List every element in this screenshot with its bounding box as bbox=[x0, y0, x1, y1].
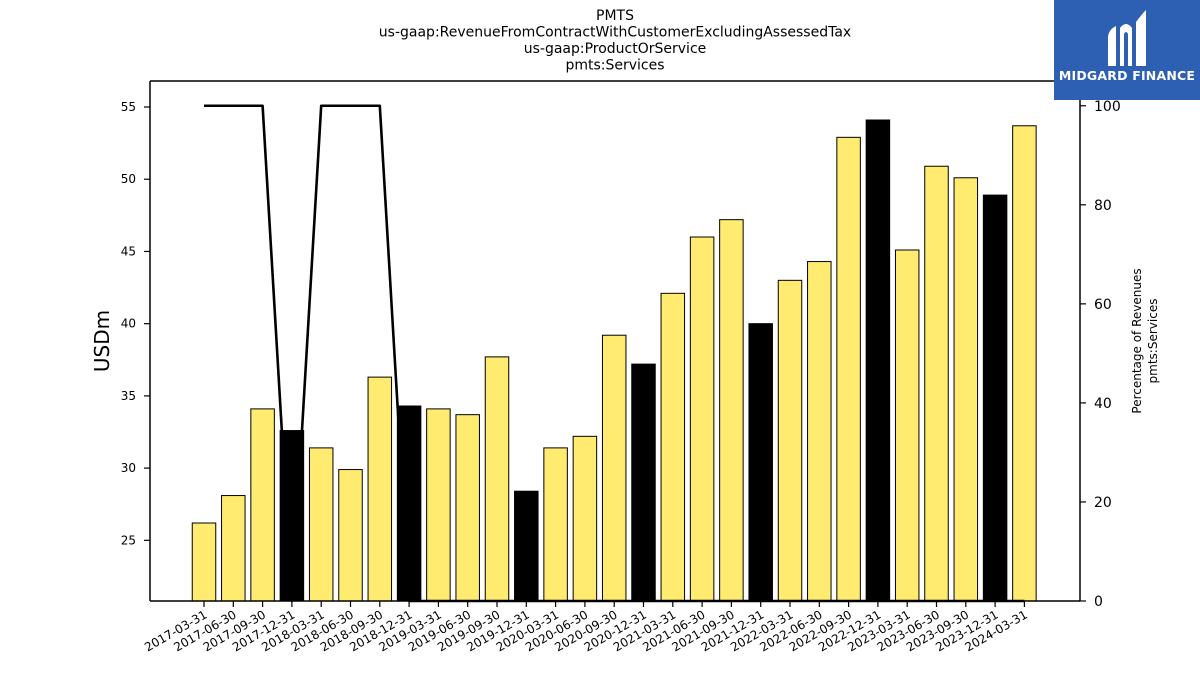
y2-tick-label: 20 bbox=[1094, 495, 1112, 511]
bar bbox=[807, 261, 832, 602]
bar bbox=[777, 279, 803, 602]
title-line: pmts:Services bbox=[565, 58, 664, 74]
left-axis-ticks: 25 30 35 40 45 50 55 bbox=[121, 100, 150, 547]
bar bbox=[660, 292, 686, 602]
right-axis-ticks: 0 20 40 60 80 100 bbox=[1080, 99, 1121, 610]
x-axis-ticks: 2017-03-312017-06-302017-09-302017-12-31… bbox=[142, 601, 1030, 654]
bar bbox=[982, 194, 1008, 602]
y2-tick-label: 0 bbox=[1094, 594, 1103, 610]
bar bbox=[191, 522, 217, 602]
bar-series bbox=[191, 119, 1037, 602]
bar bbox=[748, 323, 773, 602]
bar bbox=[865, 119, 891, 602]
chart-title: PMTSus-gaap:RevenueFromContractWithCusto… bbox=[379, 8, 851, 74]
bar bbox=[426, 408, 451, 602]
y-tick-label: 35 bbox=[121, 389, 136, 403]
y2-tick-label: 100 bbox=[1094, 99, 1121, 115]
right-axis-label-line: Percentage of Revenues bbox=[1130, 268, 1144, 413]
bar bbox=[1012, 125, 1037, 602]
bar bbox=[836, 136, 861, 602]
title-line: PMTS bbox=[596, 8, 634, 24]
midgard-finance-logo: MIDGARD FINANCE bbox=[1054, 0, 1200, 100]
y2-tick-label: 60 bbox=[1094, 297, 1112, 313]
bar bbox=[396, 405, 422, 602]
right-axis-label-line: pmts:Services bbox=[1146, 299, 1160, 384]
bar bbox=[719, 219, 744, 602]
bar bbox=[631, 363, 656, 602]
y-tick-label: 25 bbox=[121, 533, 136, 547]
bar bbox=[572, 435, 598, 602]
logo-text: MIDGARD FINANCE bbox=[1058, 68, 1196, 83]
bar bbox=[367, 376, 393, 602]
bar bbox=[455, 414, 480, 602]
bar bbox=[924, 165, 949, 602]
bar bbox=[601, 334, 627, 602]
bar bbox=[514, 490, 539, 602]
bar bbox=[308, 447, 334, 602]
bar bbox=[250, 408, 275, 602]
bar bbox=[338, 469, 363, 602]
logo-mark-icon bbox=[1108, 10, 1146, 66]
bar bbox=[689, 236, 715, 602]
bar bbox=[543, 447, 568, 602]
right-axis-label: Percentage of Revenues pmts:Services bbox=[1130, 268, 1160, 413]
y-tick-label: 40 bbox=[121, 317, 136, 331]
y-tick-label: 50 bbox=[121, 172, 136, 186]
axes bbox=[149, 80, 1081, 602]
y2-tick-label: 80 bbox=[1094, 198, 1112, 214]
bar bbox=[894, 249, 920, 602]
y2-tick-label: 40 bbox=[1094, 396, 1112, 412]
bar bbox=[484, 356, 510, 602]
title-line: us-gaap:RevenueFromContractWithCustomerE… bbox=[379, 25, 851, 41]
bar bbox=[221, 495, 246, 602]
title-line: us-gaap:ProductOrService bbox=[524, 41, 707, 57]
y-tick-label: 45 bbox=[121, 244, 136, 258]
bar bbox=[953, 177, 979, 602]
y-axis-label: USDm bbox=[90, 310, 114, 372]
y-tick-label: 55 bbox=[121, 100, 136, 114]
y-tick-label: 30 bbox=[121, 461, 136, 475]
